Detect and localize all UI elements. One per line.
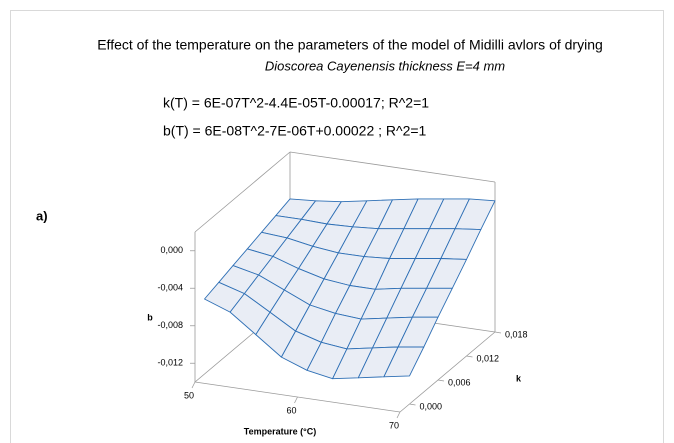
equation: b(T) = 6E-08T^2-7E-06T+0.00022 ; R^2=1 — [163, 123, 427, 139]
chart-title: Effect of the temperature on the paramet… — [97, 37, 603, 53]
y-tick-label: 0,018 — [505, 329, 528, 339]
panel-label: a) — [36, 208, 48, 223]
x-tick-label: 60 — [286, 405, 296, 415]
chart-subtitle: Dioscorea Cayenensis thickness E=4 mm — [265, 58, 505, 73]
y-axis-label: k — [516, 373, 522, 383]
y-tick — [409, 403, 416, 406]
y-tick-label: 0,000 — [420, 401, 443, 411]
z-tick-label: -0,008 — [157, 320, 183, 330]
x-tick-label: 50 — [184, 390, 194, 400]
x-tick — [294, 396, 298, 404]
box-edge — [194, 151, 291, 233]
x-tick-label: 70 — [389, 420, 399, 430]
z-tick-label: -0,012 — [157, 358, 183, 368]
y-tick — [437, 379, 445, 382]
z-axis-label: b — [147, 312, 153, 322]
x-axis-label: Temperature (°C) — [244, 426, 316, 436]
x-tick — [191, 381, 196, 389]
z-tick-label: -0,004 — [157, 283, 183, 293]
equation: k(T) = 6E-07T^2-4.4E-05T-0.00017; R^2=1 — [163, 95, 429, 111]
y-tick-label: 0,012 — [477, 353, 500, 363]
y-tick — [494, 331, 502, 334]
x-tick — [396, 411, 401, 419]
box-edge — [289, 151, 496, 183]
box-edge — [399, 331, 496, 413]
y-tick — [466, 355, 473, 358]
surface-patch — [383, 346, 425, 378]
z-tick-label: 0,000 — [160, 245, 183, 255]
y-tick-label: 0,006 — [448, 377, 471, 387]
